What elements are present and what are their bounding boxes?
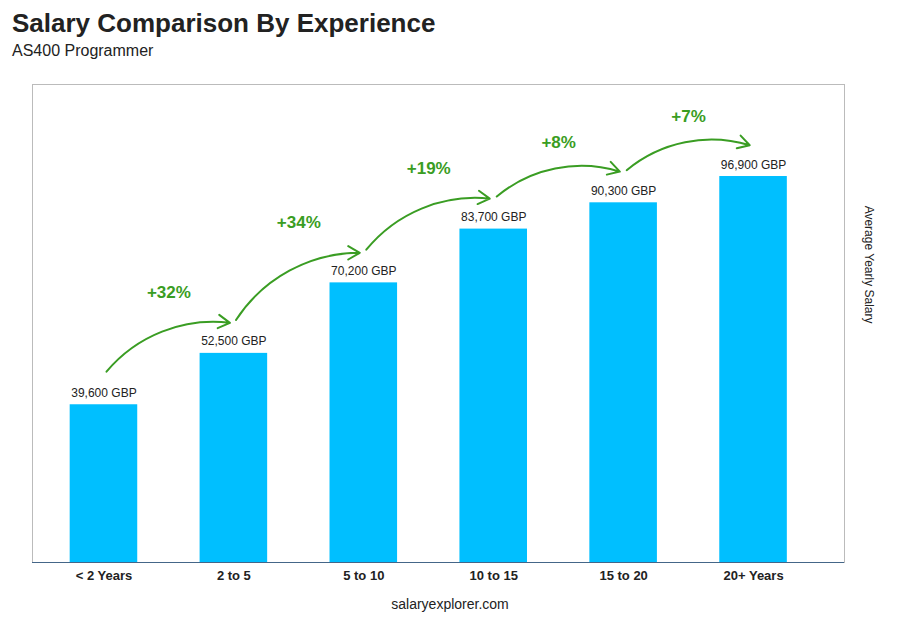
svg-text:90,300 GBP: 90,300 GBP — [591, 184, 656, 198]
svg-text:20+ Years: 20+ Years — [723, 568, 783, 583]
svg-text:52,500 GBP: 52,500 GBP — [201, 335, 266, 349]
svg-text:+19%: +19% — [407, 159, 451, 178]
svg-text:70,200 GBP: 70,200 GBP — [331, 264, 396, 278]
svg-text:96,900 GBP: 96,900 GBP — [721, 158, 786, 172]
html-text:salaryexplorer.com: salaryexplorer.com — [391, 596, 509, 613]
svg-text:+32%: +32% — [147, 284, 191, 303]
svg-text:15 to 20: 15 to 20 — [599, 568, 647, 583]
svg-text:< 2 Years: < 2 Years — [76, 568, 133, 583]
svg-text:+34%: +34% — [277, 213, 321, 232]
svg-text:+8%: +8% — [541, 133, 576, 152]
svg-text:39,600 GBP: 39,600 GBP — [71, 386, 136, 400]
html-text:AS400 Programmer: AS400 Programmer — [12, 42, 154, 60]
svg-text:10 to 15: 10 to 15 — [470, 568, 518, 583]
svg-text:Average Yearly Salary: Average Yearly Salary — [862, 206, 876, 324]
html-text:Salary Comparison By Experienc: Salary Comparison By Experience — [12, 8, 436, 38]
svg-text:83,700 GBP: 83,700 GBP — [461, 210, 526, 224]
svg-text:2 to 5: 2 to 5 — [217, 568, 251, 583]
svg-text:5 to 10: 5 to 10 — [343, 568, 384, 583]
svg-text:+7%: +7% — [671, 107, 706, 126]
